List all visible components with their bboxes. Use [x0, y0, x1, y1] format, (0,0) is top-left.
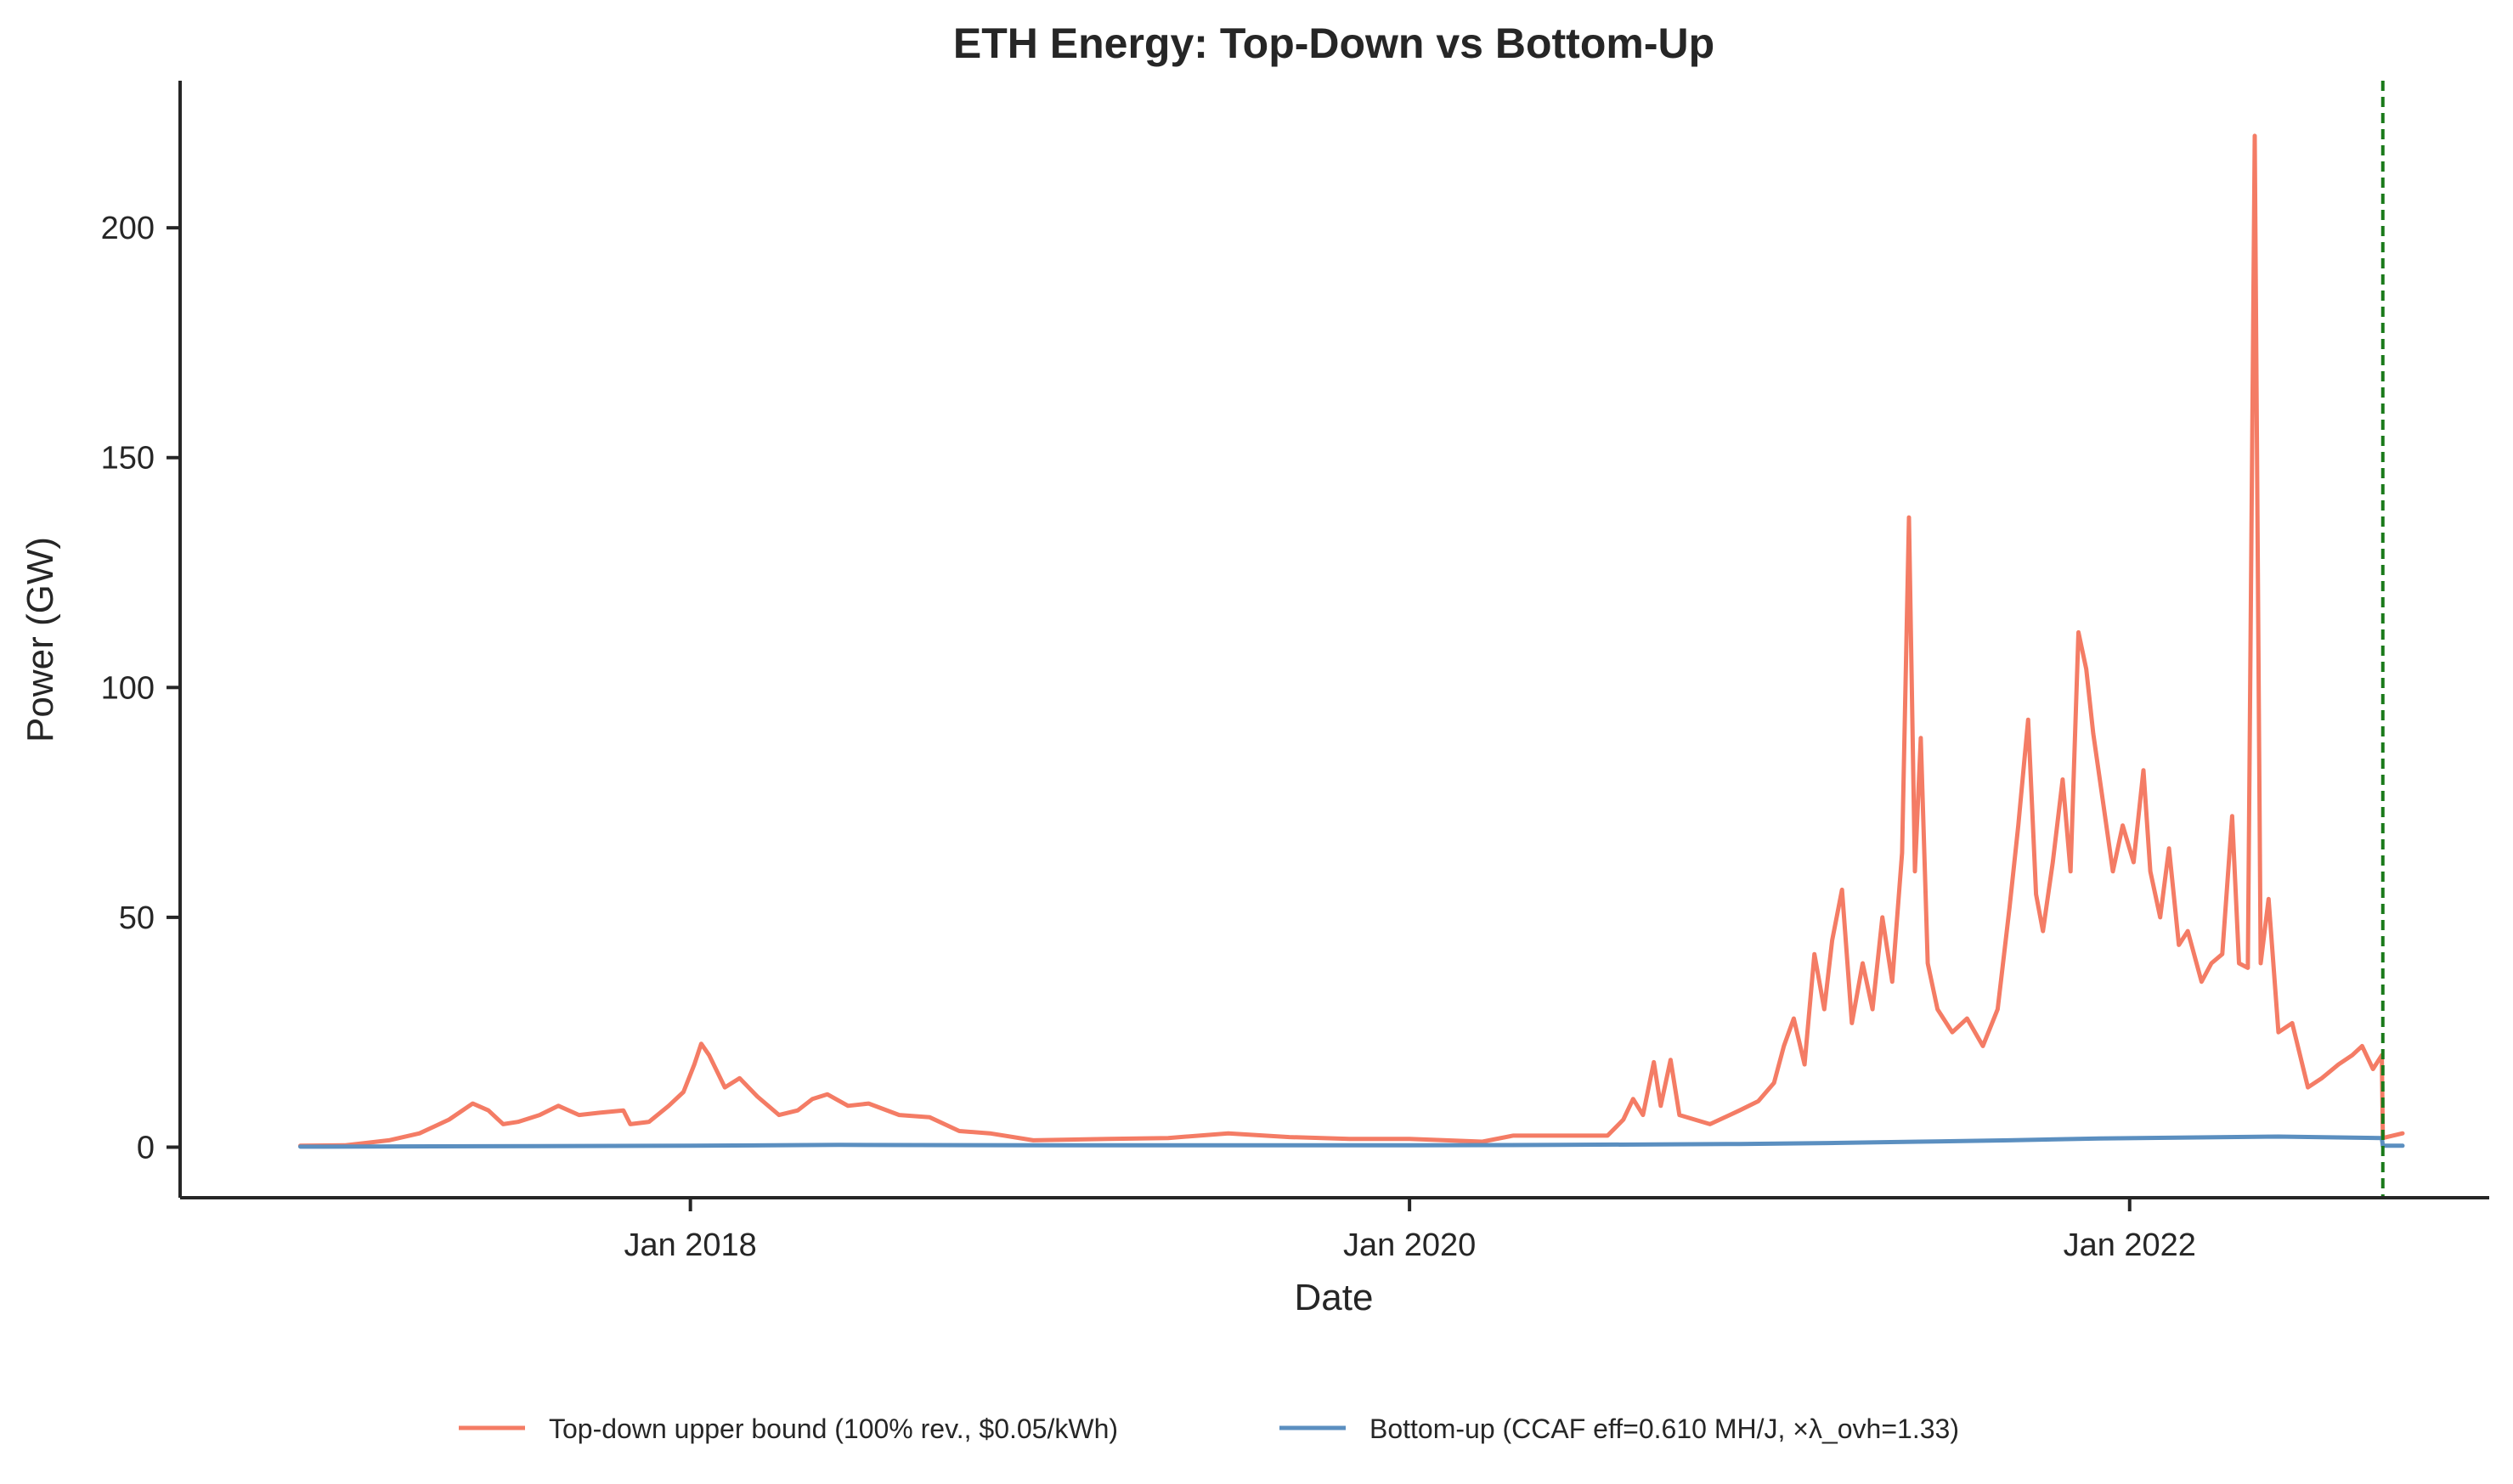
y-tick-label: 200 [101, 211, 155, 246]
x-axis-label: Date [1295, 1277, 1374, 1318]
series-line-1 [298, 1134, 2405, 1149]
x-tick-label: Jan 2022 [2064, 1227, 2196, 1263]
legend-label-bottom-up: Bottom-up (CCAF eff=0.610 MH/J, ×λ_ovh=1… [1369, 1413, 1959, 1444]
y-tick-label: 0 [137, 1130, 155, 1165]
legend-label-top-down: Top-down upper bound (100% rev., $0.05/k… [549, 1413, 1118, 1444]
y-tick-label: 100 [101, 670, 155, 706]
y-ticks: 0 50 100 150 200 [101, 211, 180, 1165]
series-line-0 [298, 133, 2405, 1148]
x-ticks: Jan 2018 Jan 2020 Jan 2022 [624, 1198, 2196, 1263]
axes: Jan 2018 Jan 2020 Jan 2022 0 50 100 150 200 [101, 81, 2489, 1263]
chart-title: ETH Energy: Top-Down vs Bottom-Up [953, 20, 1714, 67]
y-tick-label: 50 [119, 900, 155, 936]
y-axis-label: Power (GW) [20, 537, 61, 742]
y-tick-label: 150 [101, 441, 155, 477]
plot-area [298, 81, 2405, 1198]
x-tick-label: Jan 2018 [624, 1227, 756, 1263]
x-tick-label: Jan 2020 [1343, 1227, 1476, 1263]
legend: Top-down upper bound (100% rev., $0.05/k… [459, 1413, 1959, 1444]
